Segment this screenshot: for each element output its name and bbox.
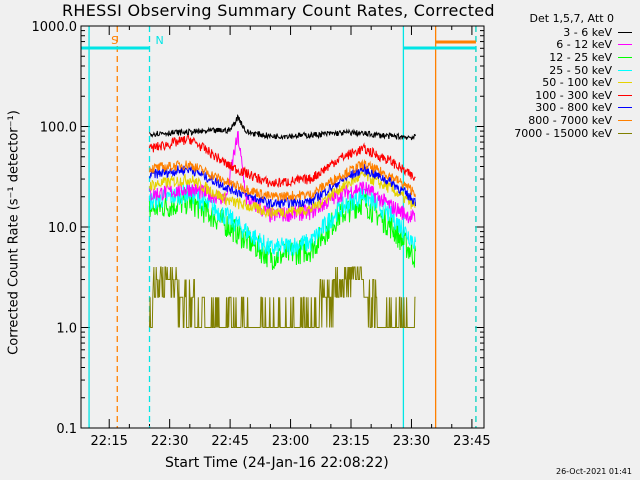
x-tick-label: 22:30 bbox=[151, 434, 188, 449]
flag-label-s: S bbox=[111, 34, 118, 47]
plot-area bbox=[81, 26, 484, 428]
x-tick-label: 22:15 bbox=[90, 434, 127, 449]
series-line-7000-15000-kev bbox=[149, 266, 416, 328]
legend-item: 800 - 7000 keV bbox=[484, 114, 636, 127]
legend-label: 6 - 12 keV bbox=[556, 38, 612, 52]
legend-item: 3 - 6 keV bbox=[484, 26, 636, 39]
legend-swatch bbox=[618, 107, 632, 109]
legend-label: 3 - 6 keV bbox=[563, 25, 612, 39]
series-line-300-800-kev bbox=[149, 163, 416, 209]
legend-swatch bbox=[618, 119, 632, 121]
series-line-100-300-kev bbox=[149, 133, 416, 189]
y-tick-label: 100.0 bbox=[40, 121, 77, 136]
flag-label-n: N bbox=[156, 34, 164, 47]
legend-item: 7000 - 15000 keV bbox=[484, 127, 636, 140]
legend-swatch bbox=[618, 69, 632, 71]
chart-title: RHESSI Observing Summary Count Rates, Co… bbox=[62, 1, 495, 20]
x-tick-label: 22:45 bbox=[211, 434, 248, 449]
legend-label: 7000 - 15000 keV bbox=[514, 126, 612, 140]
legend-label: 300 - 800 keV bbox=[535, 101, 612, 115]
legend-swatch bbox=[618, 82, 632, 84]
legend-item: 50 - 100 keV bbox=[484, 76, 636, 89]
legend-label: 50 - 100 keV bbox=[542, 76, 612, 90]
y-tick-label: 1.0 bbox=[56, 322, 77, 337]
x-tick-label: 23:45 bbox=[453, 434, 490, 449]
series-line-3-6-kev bbox=[149, 114, 416, 141]
legend-swatch bbox=[618, 31, 632, 33]
legend-label: 100 - 300 keV bbox=[535, 88, 612, 102]
plot-frame bbox=[80, 25, 485, 429]
x-tick-label: 23:00 bbox=[272, 434, 309, 449]
legend-label: 25 - 50 keV bbox=[549, 63, 612, 77]
legend-swatch bbox=[618, 44, 632, 46]
timestamp-footer: 26-Oct-2021 01:41 bbox=[556, 467, 632, 476]
y-tick-label: 10.0 bbox=[48, 221, 77, 236]
legend-label: 800 - 7000 keV bbox=[528, 113, 612, 127]
legend: Det 1,5,7, Att 0 3 - 6 keV 6 - 12 keV 12 -… bbox=[484, 12, 636, 140]
x-tick-label: 23:30 bbox=[393, 434, 430, 449]
series-line-800-7000-kev bbox=[149, 158, 416, 202]
legend-title: Det 1,5,7, Att 0 bbox=[529, 12, 614, 25]
x-tick-label: 23:15 bbox=[332, 434, 369, 449]
legend-label: 12 - 25 keV bbox=[549, 50, 612, 64]
legend-swatch bbox=[618, 94, 632, 96]
legend-swatch bbox=[618, 56, 632, 58]
x-axis-label: Start Time (24-Jan-16 22:08:22) bbox=[165, 455, 389, 471]
y-tick-label: 1000.0 bbox=[32, 20, 78, 35]
y-tick-label: 0.1 bbox=[56, 422, 77, 437]
legend-item: 12 - 25 keV bbox=[484, 51, 636, 64]
legend-item: 25 - 50 keV bbox=[484, 64, 636, 77]
legend-item: 300 - 800 keV bbox=[484, 101, 636, 115]
legend-item: 100 - 300 keV bbox=[484, 89, 636, 102]
legend-swatch bbox=[618, 132, 632, 134]
series-line-50-100-kev bbox=[149, 170, 416, 219]
legend-item: 6 - 12 keV bbox=[484, 38, 636, 52]
y-axis-label: Corrected Count Rate (s⁻¹ detector⁻¹) bbox=[6, 110, 22, 355]
